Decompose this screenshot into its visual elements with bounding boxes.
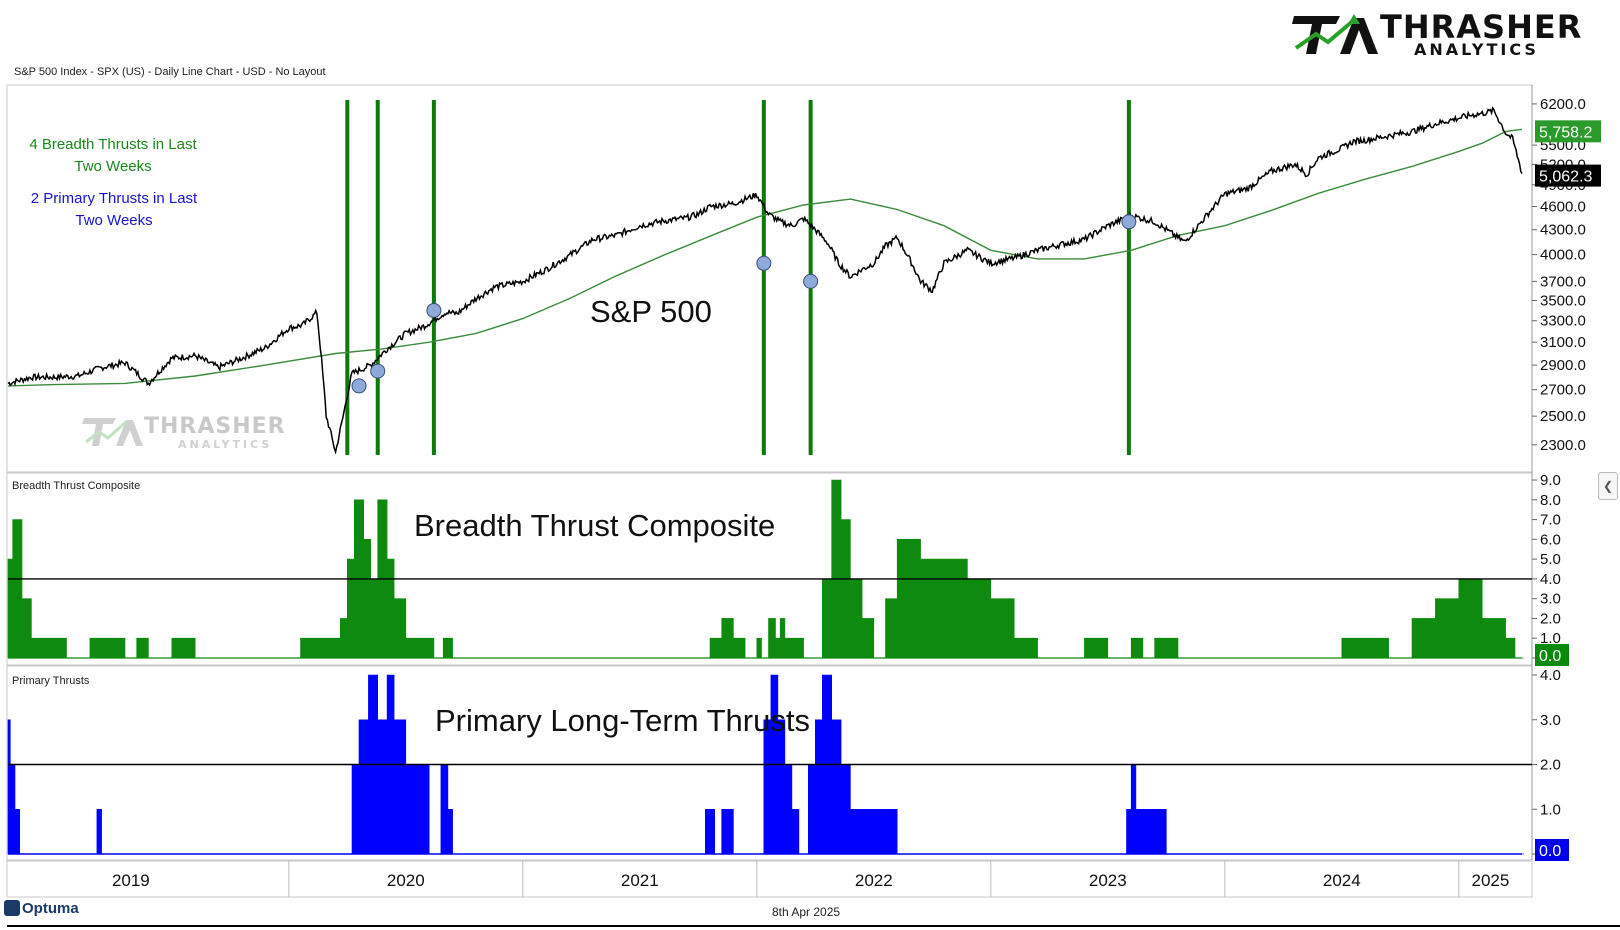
last-price-tag-box (1535, 164, 1601, 187)
thrasher-watermark: THRASHER ANALYTICS (82, 414, 302, 454)
last-price-tag-text: 5,062.3 (1539, 169, 1592, 186)
collapse-panel-button[interactable]: ❮ (1598, 472, 1618, 500)
primary-annotation-line1: 2 Primary Thrusts in Last (30, 190, 198, 207)
breadth-panel-label: Breadth Thrust Composite (414, 508, 776, 543)
logo-brand-text: THRASHER (1380, 8, 1583, 46)
breadth-tick-label: 9.0 (1540, 472, 1561, 489)
x-tick-label: 2024 (1323, 871, 1361, 890)
x-tick-label: 2023 (1089, 871, 1127, 890)
thrust-marker (803, 273, 819, 289)
breadth-tick-label: 2.0 (1540, 610, 1561, 627)
thrust-marker (756, 255, 772, 271)
optuma-logo: Optuma (4, 900, 79, 917)
breadth-thrust-line (345, 100, 350, 455)
breadth-thrust-line (1126, 100, 1131, 455)
price-tick-label: 2900.0 (1540, 357, 1586, 374)
breadth-panel-title: Breadth Thrust Composite (12, 480, 141, 492)
x-tick-label: 2022 (855, 871, 893, 890)
breadth-tick-label: 8.0 (1540, 492, 1561, 509)
optuma-brand-text: Optuma (22, 900, 79, 917)
primary-panel (7, 674, 1532, 855)
ma-value-tag: 5,758.2 (1535, 120, 1601, 143)
logo-sub-text: ANALYTICS (1414, 40, 1539, 59)
thrust-marker (370, 363, 386, 379)
ma-value-tag-box (1535, 120, 1601, 143)
primary-panel-title: Primary Thrusts (12, 675, 90, 687)
watermark-ta-icon (82, 418, 143, 446)
thrust-marker (351, 378, 367, 394)
breadth-last-tag-box (1535, 644, 1569, 666)
breadth-panel (7, 479, 1532, 659)
price-tick-label: 3100.0 (1540, 334, 1586, 351)
x-tick-label: 2020 (387, 871, 425, 890)
price-tick-label: 3700.0 (1540, 273, 1586, 290)
price-tick-label: 3500.0 (1540, 292, 1586, 309)
primary-last-tag-box (1535, 839, 1569, 861)
breadth-thrust-line (761, 100, 766, 455)
ma-value-tag-text: 5,758.2 (1539, 124, 1592, 141)
breadth-tick-label: 1.0 (1540, 630, 1561, 647)
breadth-annotation-line1: 4 Breadth Thrusts in Last (29, 136, 197, 153)
primary-last-tag-text: 0.0 (1539, 843, 1561, 860)
price-tick-label: 2700.0 (1540, 382, 1586, 399)
breadth-thrust-annotation: 4 Breadth Thrusts in Last Two Weeks (18, 134, 208, 178)
primary-tick-label: 2.0 (1540, 757, 1561, 774)
ta-logo-icon (1292, 14, 1378, 54)
price-tick-label: 2300.0 (1540, 437, 1586, 454)
thrasher-logo: THRASHER ANALYTICS (1292, 8, 1592, 59)
breadth-thrust-line (375, 100, 380, 455)
watermark-brand: THRASHER (144, 414, 286, 439)
optuma-icon (4, 900, 20, 916)
breadth-tick-label: 7.0 (1540, 512, 1561, 529)
watermark-sub: ANALYTICS (178, 438, 273, 451)
breadth-annotation-line2: Two Weeks (74, 158, 152, 175)
breadth-area (7, 479, 1524, 659)
breadth-last-tag: 0.0 (1535, 644, 1569, 666)
price-tick-label: 4600.0 (1540, 199, 1586, 216)
primary-tick-label: 4.0 (1540, 667, 1561, 684)
primary-tick-label: 1.0 (1540, 801, 1561, 818)
thrust-marker (426, 302, 442, 318)
last-price-tag: 5,062.3 (1535, 164, 1601, 187)
price-panel (7, 100, 1523, 455)
primary-tick-label: 3.0 (1540, 712, 1561, 729)
price-panel-label: S&P 500 (590, 294, 712, 329)
breadth-thrust-line (431, 100, 436, 455)
price-line (7, 106, 1523, 455)
primary-last-tag: 0.0 (1535, 839, 1569, 861)
price-tick-label: 4000.0 (1540, 247, 1586, 264)
price-tick-label: 3300.0 (1540, 313, 1586, 330)
primary-annotation-line2: Two Weeks (75, 212, 153, 229)
breadth-tick-label: 4.0 (1540, 571, 1561, 588)
thrust-marker (1121, 214, 1137, 230)
primary-panel-label: Primary Long-Term Thrusts (435, 703, 810, 738)
moving-average-line (7, 128, 1523, 387)
breadth-tick-label: 3.0 (1540, 591, 1561, 608)
breadth-last-tag-text: 0.0 (1539, 648, 1561, 665)
price-tick-label: 6200.0 (1540, 96, 1586, 113)
axes: 6200.05500.05200.04900.04600.04300.04000… (112, 96, 1601, 897)
x-tick-label: 2019 (112, 871, 150, 890)
chart-info-header: S&P 500 Index - SPX (US) - Daily Line Ch… (14, 66, 326, 78)
primary-thrust-annotation: 2 Primary Thrusts in Last Two Weeks (18, 188, 210, 232)
footer-date: 8th Apr 2025 (772, 905, 841, 919)
price-tick-label: 2500.0 (1540, 408, 1586, 425)
breadth-tick-label: 5.0 (1540, 551, 1561, 568)
x-tick-label: 2025 (1471, 871, 1509, 890)
x-axis-frame (6, 860, 1533, 898)
breadth-tick-label: 6.0 (1540, 531, 1561, 548)
price-tick-label: 4300.0 (1540, 222, 1586, 239)
x-tick-label: 2021 (621, 871, 659, 890)
